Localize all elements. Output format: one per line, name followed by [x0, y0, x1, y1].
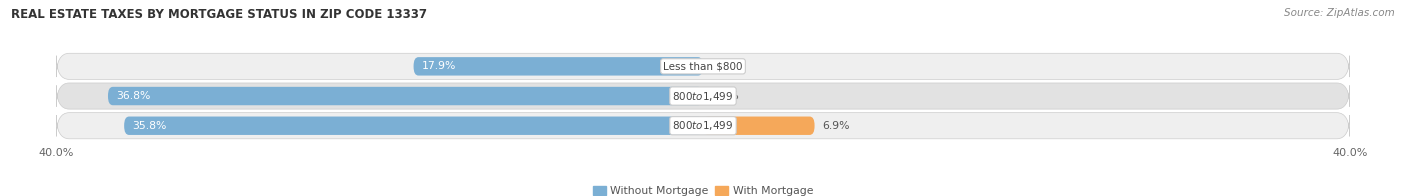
Text: REAL ESTATE TAXES BY MORTGAGE STATUS IN ZIP CODE 13337: REAL ESTATE TAXES BY MORTGAGE STATUS IN …	[11, 8, 427, 21]
FancyBboxPatch shape	[56, 53, 1350, 79]
Text: 17.9%: 17.9%	[422, 61, 456, 71]
FancyBboxPatch shape	[413, 57, 703, 75]
Text: 35.8%: 35.8%	[132, 121, 166, 131]
Text: $800 to $1,499: $800 to $1,499	[672, 90, 734, 103]
Text: 0.0%: 0.0%	[711, 61, 738, 71]
FancyBboxPatch shape	[703, 117, 814, 135]
Legend: Without Mortgage, With Mortgage: Without Mortgage, With Mortgage	[589, 181, 817, 196]
Text: 36.8%: 36.8%	[117, 91, 150, 101]
Text: Source: ZipAtlas.com: Source: ZipAtlas.com	[1284, 8, 1395, 18]
FancyBboxPatch shape	[124, 117, 703, 135]
Text: $800 to $1,499: $800 to $1,499	[672, 119, 734, 132]
FancyBboxPatch shape	[56, 83, 1350, 109]
FancyBboxPatch shape	[108, 87, 703, 105]
Text: 0.0%: 0.0%	[711, 91, 738, 101]
FancyBboxPatch shape	[56, 113, 1350, 139]
Text: 6.9%: 6.9%	[823, 121, 851, 131]
Text: Less than $800: Less than $800	[664, 61, 742, 71]
